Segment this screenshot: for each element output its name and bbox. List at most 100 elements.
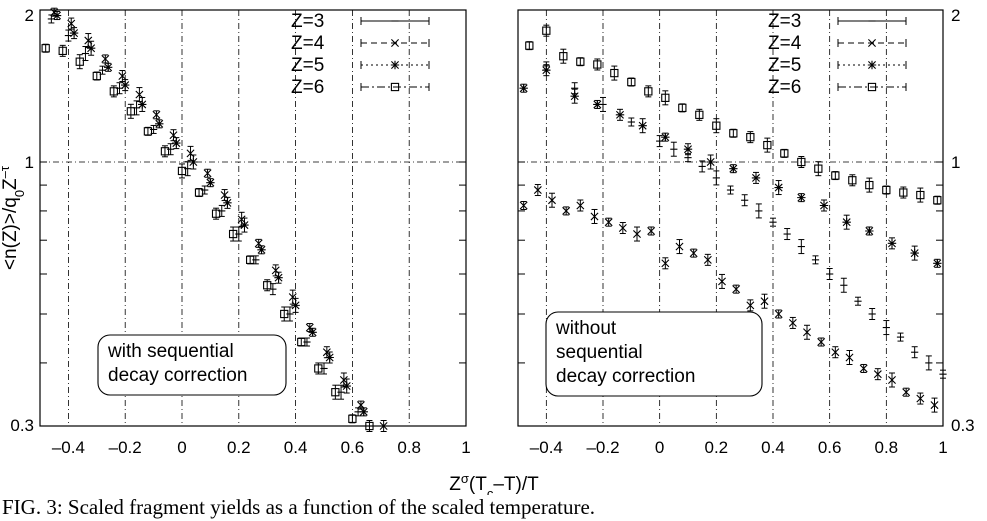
data-point bbox=[751, 173, 761, 183]
data-point bbox=[831, 171, 840, 180]
legend-label: Z=5 bbox=[291, 55, 324, 76]
data-point bbox=[845, 353, 854, 362]
data-point bbox=[593, 60, 602, 69]
data-point bbox=[155, 119, 164, 129]
data-point bbox=[519, 201, 528, 210]
data-point bbox=[933, 196, 942, 205]
data-point bbox=[67, 19, 76, 28]
data-point bbox=[718, 277, 726, 286]
y-tick-label-right-top: 2 bbox=[951, 6, 960, 25]
data-point bbox=[899, 188, 908, 197]
data-point bbox=[933, 259, 942, 268]
legend-label: Z=3 bbox=[768, 11, 801, 32]
data-point bbox=[75, 57, 84, 66]
data-point bbox=[274, 273, 283, 282]
data-point bbox=[887, 239, 897, 248]
data-point bbox=[689, 249, 698, 258]
data-point bbox=[661, 93, 670, 102]
data-point bbox=[788, 318, 797, 327]
data-point bbox=[848, 176, 857, 185]
data-point bbox=[695, 110, 704, 119]
data-point bbox=[291, 301, 300, 310]
data-point bbox=[379, 422, 388, 430]
data-point bbox=[831, 348, 840, 357]
data-point bbox=[729, 164, 738, 173]
data-point bbox=[803, 328, 811, 337]
data-point bbox=[627, 77, 636, 87]
data-point bbox=[52, 11, 62, 20]
series-z3 bbox=[542, 61, 947, 379]
y-axis-label: <n(Z)>/q0Z–τ bbox=[0, 165, 27, 270]
data-point bbox=[172, 138, 181, 148]
x-tick-label: 0 bbox=[655, 438, 664, 457]
data-point bbox=[706, 157, 715, 167]
data-point bbox=[916, 394, 925, 403]
data-point bbox=[562, 206, 571, 215]
data-point bbox=[103, 63, 113, 72]
data-point bbox=[246, 255, 255, 265]
data-point bbox=[888, 376, 896, 385]
data-point bbox=[325, 353, 334, 362]
data-point bbox=[661, 259, 670, 268]
data-point bbox=[109, 87, 118, 96]
data-point bbox=[58, 46, 67, 56]
data-point bbox=[548, 196, 556, 205]
data-point bbox=[618, 224, 627, 233]
legend-marker bbox=[867, 60, 877, 70]
data-point bbox=[865, 226, 874, 236]
data-point bbox=[647, 227, 656, 235]
data-point bbox=[638, 121, 647, 130]
data-point bbox=[604, 218, 613, 227]
legend-marker bbox=[391, 39, 399, 47]
data-point bbox=[842, 217, 851, 227]
x-tick-label: 0.4 bbox=[284, 438, 308, 457]
figure-caption: FIG. 3: Scaled fragment yields as a func… bbox=[2, 495, 596, 519]
data-point bbox=[703, 255, 712, 264]
annotation-text: decay correction bbox=[108, 365, 247, 386]
series-z5 bbox=[519, 64, 942, 268]
data-point bbox=[194, 188, 204, 197]
data-point bbox=[206, 178, 215, 187]
x-tick-label: 0 bbox=[177, 438, 186, 457]
data-point bbox=[257, 245, 266, 255]
data-point bbox=[365, 421, 374, 431]
data-point bbox=[644, 87, 653, 96]
data-point bbox=[593, 100, 602, 109]
data-point bbox=[331, 388, 340, 397]
left-panel-frame bbox=[39, 9, 467, 427]
data-point bbox=[359, 407, 368, 417]
data-point bbox=[576, 57, 585, 66]
x-tick-label: –0.2 bbox=[586, 438, 619, 457]
data-point bbox=[559, 52, 568, 61]
x-tick-label: 0.6 bbox=[341, 438, 365, 457]
data-point bbox=[746, 301, 755, 310]
data-point bbox=[910, 248, 919, 258]
x-tick-label: 0.8 bbox=[875, 438, 899, 457]
data-point bbox=[525, 41, 534, 50]
data-point bbox=[873, 370, 882, 379]
y-tick-label-right-mid: 1 bbox=[951, 153, 960, 172]
legend-label: Z=6 bbox=[768, 77, 801, 98]
data-point bbox=[819, 201, 829, 210]
legend-marker bbox=[390, 82, 400, 92]
data-point bbox=[86, 44, 96, 53]
x-tick-label: 0.2 bbox=[227, 438, 251, 457]
data-point bbox=[240, 220, 249, 230]
data-point bbox=[882, 185, 891, 195]
data-point bbox=[797, 157, 806, 167]
data-point bbox=[263, 281, 272, 290]
data-point bbox=[203, 169, 212, 178]
y-tick-label-right-bottom: 0.3 bbox=[951, 416, 975, 435]
data-point bbox=[683, 145, 693, 154]
x-axis-label: Zσ(Tc–T)/T bbox=[449, 471, 539, 496]
data-point bbox=[859, 364, 868, 373]
data-point bbox=[308, 328, 317, 337]
data-point bbox=[138, 100, 147, 109]
annotation-text: with sequential bbox=[107, 341, 234, 362]
right-panel-frame bbox=[517, 9, 944, 427]
data-point bbox=[177, 166, 187, 176]
x-tick-label: 0.6 bbox=[818, 438, 842, 457]
data-point bbox=[280, 309, 289, 319]
annotation-text: sequential bbox=[556, 342, 643, 363]
